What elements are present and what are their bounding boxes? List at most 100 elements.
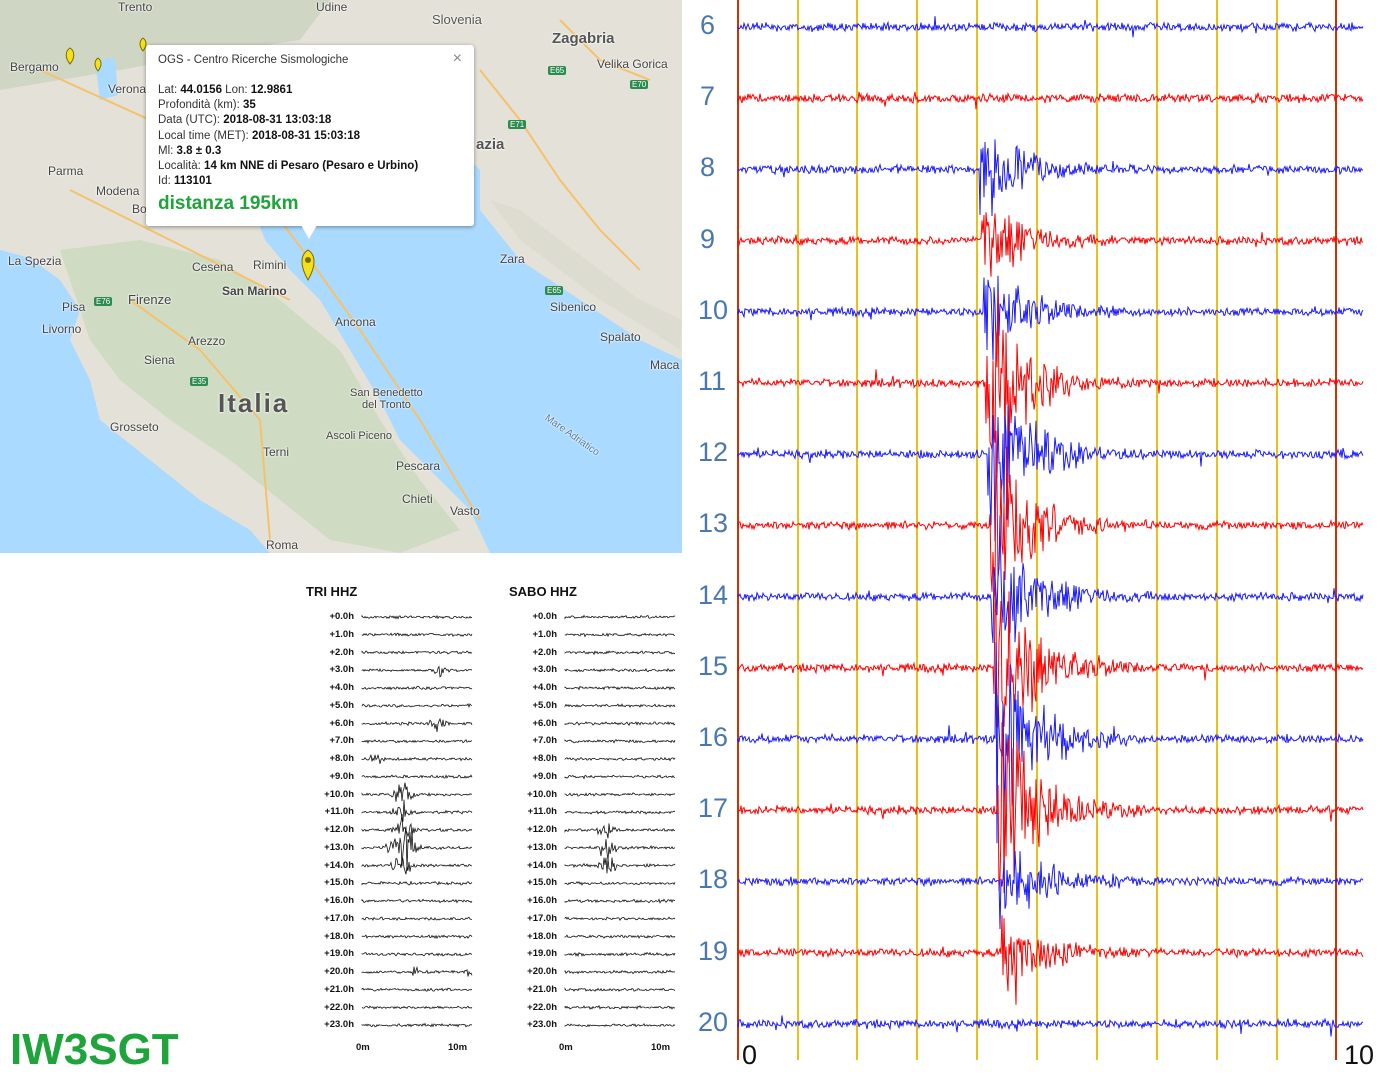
lat-value: 44.0156 [180,84,222,96]
sabo-x-start: 0m [559,1042,573,1053]
mini-hour-label: +16.0h [527,895,557,906]
map-label-cesena: Cesena [192,260,234,274]
map-label-pisa: Pisa [62,300,86,314]
tri-hhz-seismogram: TRI HHZ 0m 10m +0.0h +1.0h +2.0h +3.0h +4.0h… [300,580,480,1060]
popup-title: OGS - Centro Ricerche Sismologiche [158,54,349,66]
popup-details: Lat: 44.0156 Lon: 12.9861 Profondità (km… [158,83,418,189]
mini-trace [564,969,676,975]
mini-trace [361,826,473,871]
tri-x-start: 0m [356,1042,370,1053]
helicorder-trace [737,139,1363,217]
map-label-sibenico: Sibenico [550,300,597,314]
mini-hour-label: +5.0h [532,699,557,711]
mini-hour-label: +23.0h [324,1019,354,1031]
mini-trace [564,738,676,744]
utc-value: 2018-08-31 13:03:18 [223,114,332,127]
mini-trace [361,685,473,691]
mini-trace [564,614,676,620]
mini-hour-label: +19.0h [324,948,354,960]
map-label-trento: Trento [118,0,153,14]
highway-badge: E71 [508,120,527,129]
helicorder-trace [737,515,1364,644]
mini-hour-label: +21.0h [324,983,354,995]
mini-hour-label: +16.0h [324,895,354,906]
popup-pointer [301,225,317,239]
tri-hhz-traces [361,614,473,1028]
mini-hour-label: +2.0h [329,646,354,658]
map-label-maca: Maca [650,358,680,372]
sabo-hhz-seismogram: SABO HHZ 0m 10m +0.0h +1.0h +2.0h +3.0h +4.0… [503,580,683,1060]
helicorder-hour-label: 12 [698,437,729,468]
map-label-zagabria: Zagabria [552,30,615,47]
mini-trace [564,987,676,992]
mini-trace [361,916,473,922]
mini-trace [361,1022,473,1028]
mini-hour-label: +20.0h [324,966,354,977]
helicorder-hour-label: 9 [700,223,716,254]
mini-hour-label: +11.0h [527,806,557,818]
id-value: 113101 [174,175,212,188]
utc-label: Data (UTC): [158,114,220,127]
depth-value: 35 [243,99,256,112]
helicorder-hour-label: 11 [698,366,727,396]
map-label-udine: Udine [316,0,348,14]
mini-trace [564,823,676,839]
close-icon[interactable]: × [452,50,462,67]
mini-trace [361,739,473,744]
depth-label: Profondità (km): [158,99,240,112]
mini-trace [361,898,473,904]
helicorder-hour-label: 20 [698,1006,729,1037]
mini-hour-label: +15.0h [324,877,354,889]
mini-hour-label: +14.0h [324,859,354,871]
mini-hour-label: +4.0h [532,682,557,693]
mini-trace [361,753,473,764]
helicorder-trace [737,642,1364,844]
mini-trace [564,951,676,958]
mini-trace [564,916,676,921]
map-label-ascoli: Ascoli Piceno [326,430,393,442]
mini-trace [564,774,676,780]
highway-badge: E35 [190,377,209,386]
ml-label: Ml: [158,144,174,157]
mini-trace [361,632,473,637]
mini-hour-label: +12.0h [527,824,557,835]
highway-badge: E76 [94,297,113,306]
map-label-sanbenedetto-1: San Benedetto [350,387,423,399]
mini-trace [564,668,676,673]
mini-hour-label: +6.0h [532,717,557,729]
mini-trace [564,650,676,656]
mini-trace [361,782,473,802]
map-label-livorno: Livorno [42,322,82,336]
helicorder-hour-label: 10 [698,294,729,325]
mini-trace [564,1004,676,1010]
map-label-parma: Parma [48,164,84,178]
mini-hour-label: +10.0h [324,788,354,800]
map-label-laspezia: La Spezia [8,254,62,268]
mini-hour-label: +1.0h [329,628,354,640]
helicorder-trace [737,591,1364,728]
helicorder-trace [737,212,1364,277]
mini-trace [564,839,676,860]
mini-hour-label: +15.0h [527,877,557,889]
highway-badge: E70 [630,80,649,89]
mini-hour-label: +22.0h [324,1001,354,1013]
helicorder-hour-label: 14 [698,579,729,610]
mini-trace [361,814,473,838]
map-label-velika-gorica: Velika Gorica [597,57,668,71]
ml-value: 3.8 ± 0.3 [176,144,222,157]
helicorder-trace [737,915,1364,1005]
earthquake-map[interactable]: Trento Udine Slovenia Zagabria Velika Go… [0,0,682,553]
local-value: 2018-08-31 15:03:18 [251,129,361,142]
mini-trace [361,952,473,957]
map-label-bo: Bo [132,202,147,216]
mini-trace [361,799,473,822]
mini-hour-label: +22.0h [527,1001,557,1013]
highway-badge: E65 [545,286,564,295]
helicorder-hour-label: 19 [698,935,729,966]
mini-hour-label: +11.0h [324,806,354,818]
mini-hour-label: +0.0h [329,611,354,622]
map-label-italia: Italia [218,388,290,418]
mini-hour-label: +10.0h [527,788,557,800]
map-label-pescara: Pescara [396,459,441,473]
mini-hour-label: +13.0h [324,841,354,853]
